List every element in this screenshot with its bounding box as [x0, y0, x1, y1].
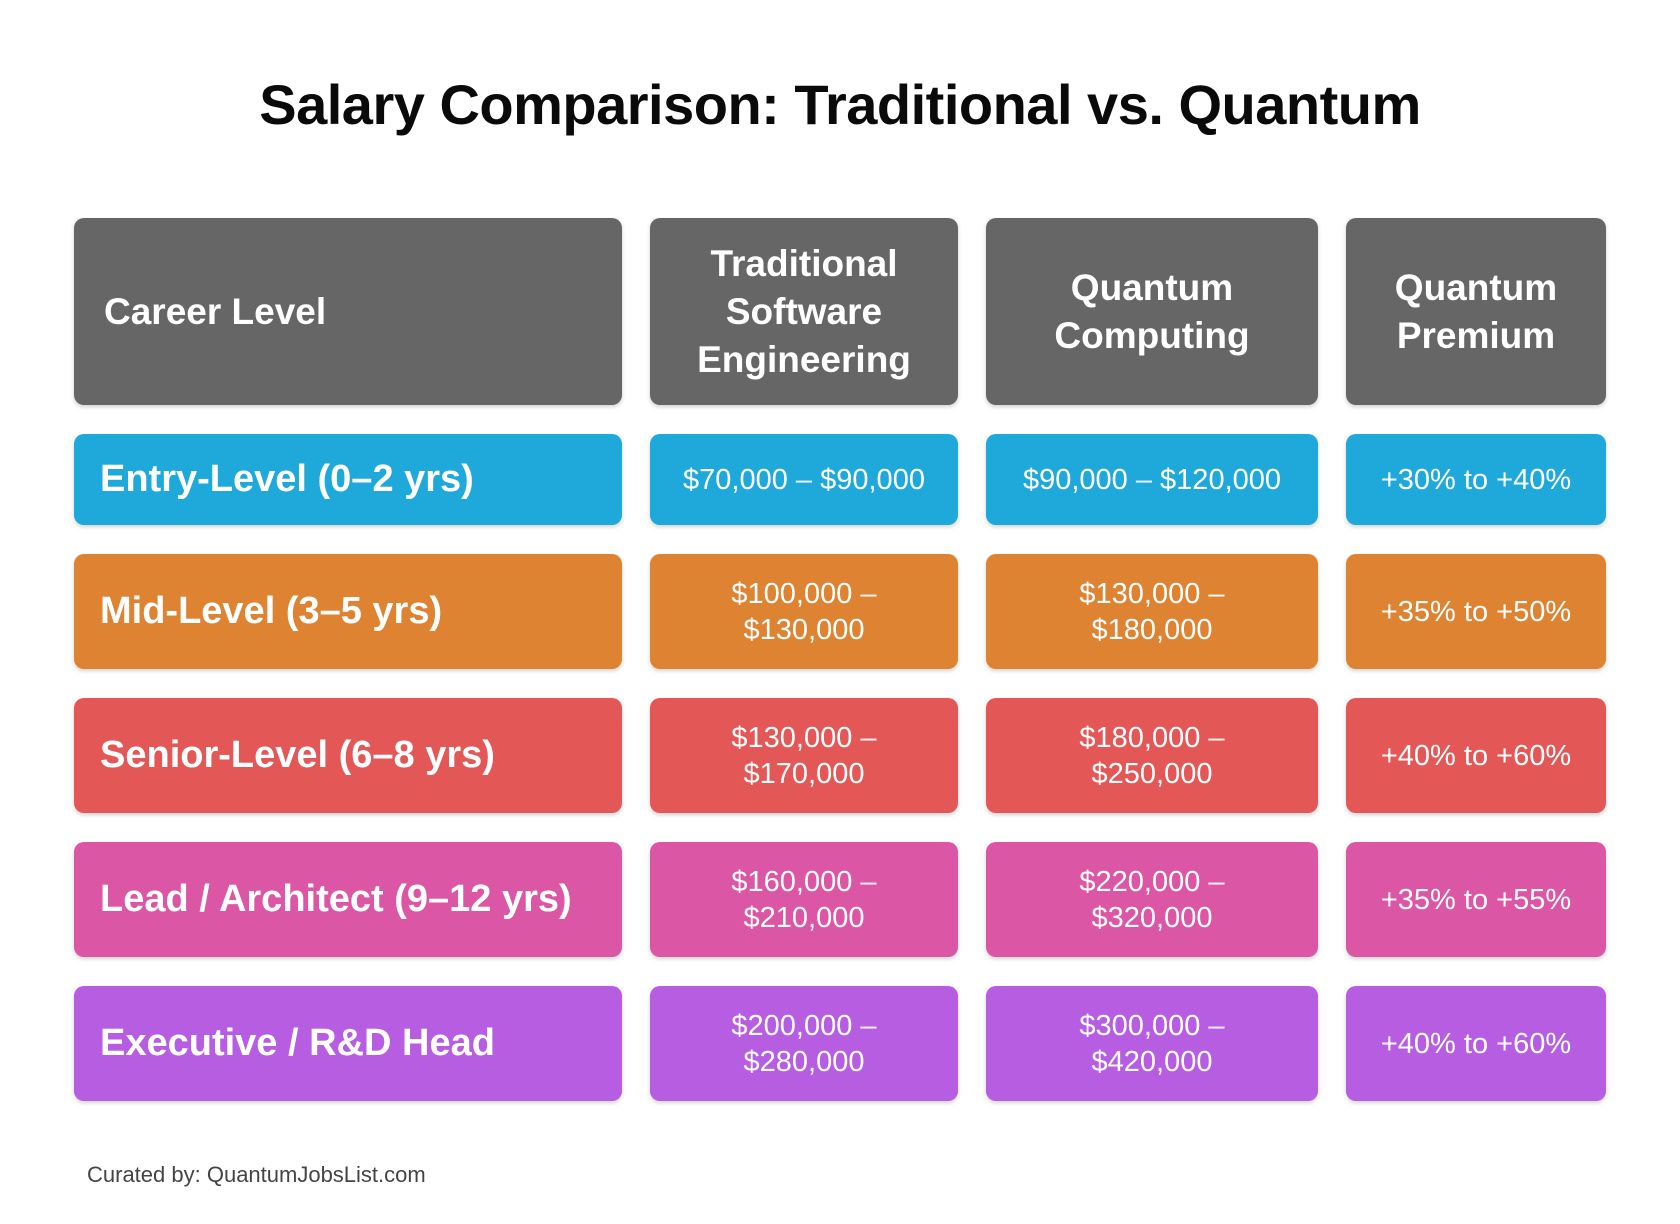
- row-entry-premium: +30% to +40%: [1346, 434, 1606, 525]
- row-lead-level: Lead / Architect (9–12 yrs): [74, 842, 622, 957]
- row-executive-quantum: $300,000 – $420,000: [986, 986, 1318, 1101]
- row-entry-level: Entry-Level (0–2 yrs): [74, 434, 622, 525]
- row-lead-traditional: $160,000 – $210,000: [650, 842, 958, 957]
- row-senior-premium: +40% to +60%: [1346, 698, 1606, 813]
- row-senior-level: Senior-Level (6–8 yrs): [74, 698, 622, 813]
- row-mid-traditional: $100,000 – $130,000: [650, 554, 958, 669]
- row-senior-quantum: $180,000 – $250,000: [986, 698, 1318, 813]
- row-entry-quantum: $90,000 – $120,000: [986, 434, 1318, 525]
- row-mid-level: Mid-Level (3–5 yrs): [74, 554, 622, 669]
- header-premium: Quantum Premium: [1346, 218, 1606, 405]
- header-career-level: Career Level: [74, 218, 622, 405]
- row-mid-premium: +35% to +50%: [1346, 554, 1606, 669]
- page-title: Salary Comparison: Traditional vs. Quant…: [259, 73, 1421, 136]
- row-lead-premium: +35% to +55%: [1346, 842, 1606, 957]
- row-senior-traditional: $130,000 – $170,000: [650, 698, 958, 813]
- row-executive-level: Executive / R&D Head: [74, 986, 622, 1101]
- row-executive-premium: +40% to +60%: [1346, 986, 1606, 1101]
- row-mid-quantum: $130,000 – $180,000: [986, 554, 1318, 669]
- footer-credit: Curated by: QuantumJobsList.com: [87, 1162, 426, 1187]
- header-quantum: Quantum Computing: [986, 218, 1318, 405]
- row-executive-traditional: $200,000 – $280,000: [650, 986, 958, 1101]
- header-traditional: Traditional Software Engineering: [650, 218, 958, 405]
- row-entry-traditional: $70,000 – $90,000: [650, 434, 958, 525]
- row-lead-quantum: $220,000 – $320,000: [986, 842, 1318, 957]
